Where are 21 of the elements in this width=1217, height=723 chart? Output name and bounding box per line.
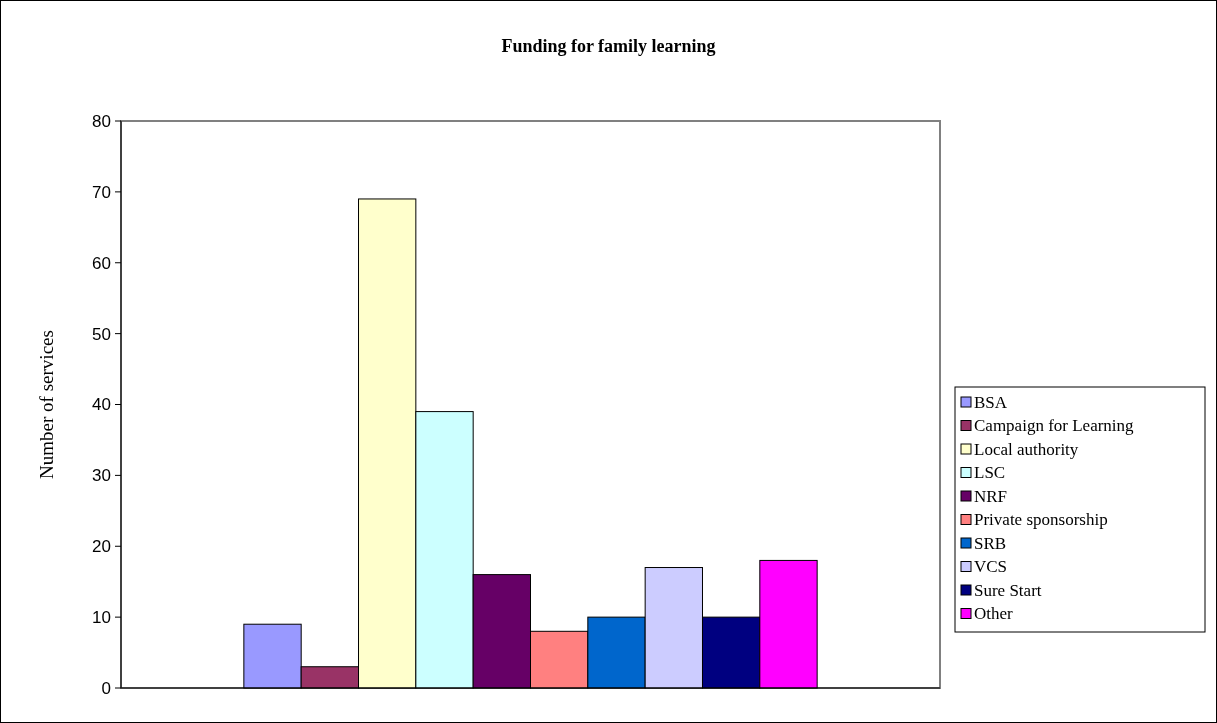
legend-label: Local authority [974, 439, 1079, 459]
legend-label: Private sponsorship [974, 510, 1108, 530]
legend-label: Other [974, 604, 1014, 624]
legend-label: Campaign for Learning [974, 416, 1135, 436]
y-tick-label: 30 [92, 466, 111, 486]
y-axis-title: Number of services [36, 330, 57, 479]
y-tick-label: 20 [92, 537, 111, 557]
y-tick-label: 80 [92, 111, 111, 131]
y-tick-label: 60 [92, 253, 111, 273]
y-tick-label: 40 [92, 395, 111, 415]
y-tick-label: 0 [101, 678, 111, 698]
y-tick-label: 10 [92, 608, 111, 628]
legend-label: VCS [974, 557, 1008, 577]
y-tick-label: 70 [92, 182, 111, 202]
legend-label: NRF [974, 486, 1008, 506]
legend-label: Sure Start [974, 580, 1042, 600]
legend-label: LSC [974, 463, 1006, 483]
chart-title: Funding for family learning [501, 36, 716, 56]
legend-label: BSA [974, 392, 1008, 412]
legend-label: SRB [974, 533, 1007, 553]
y-tick-label: 50 [92, 324, 111, 344]
